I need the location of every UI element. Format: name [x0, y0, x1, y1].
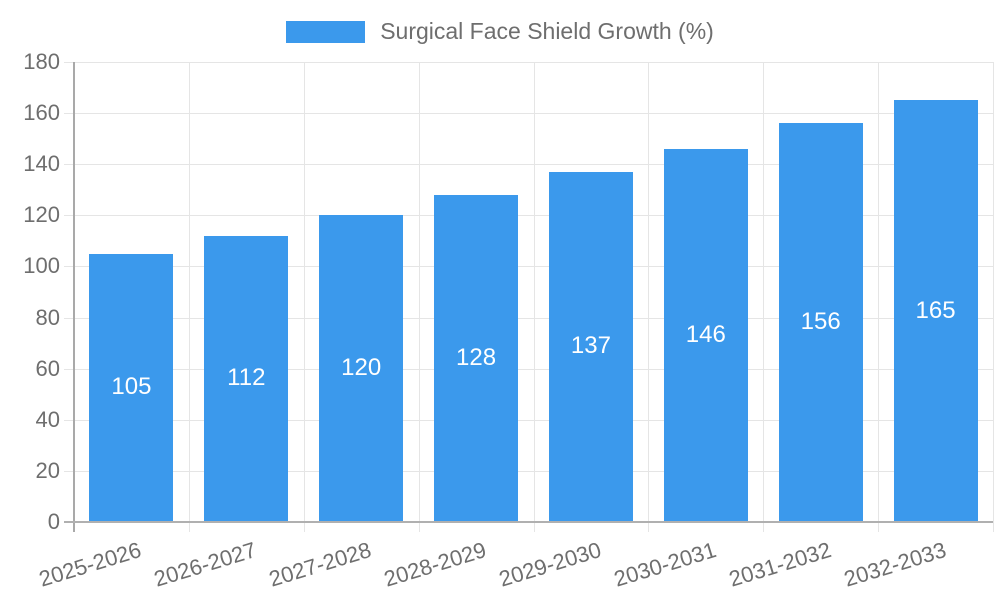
y-tick-label: 80: [35, 304, 60, 330]
y-gridline: [64, 266, 993, 268]
y-tick-label: 180: [23, 49, 60, 74]
x-gridline: [533, 62, 535, 532]
y-gridline: [64, 164, 993, 166]
x-gridline: [188, 62, 190, 532]
x-gridline: [763, 62, 765, 532]
y-gridline: [64, 419, 993, 421]
y-tick-label: 160: [23, 100, 60, 126]
y-tick-label: 60: [35, 355, 60, 381]
y-axis-line: [73, 62, 75, 532]
y-gridline: [64, 470, 993, 472]
bar[interactable]: 146: [663, 148, 748, 521]
y-gridline: [64, 317, 993, 319]
legend-label: Surgical Face Shield Growth (%): [380, 18, 714, 44]
bar-value-label: 128: [456, 343, 497, 371]
y-tick-label: 140: [23, 151, 60, 177]
bar-value-label: 156: [800, 308, 841, 336]
bar[interactable]: 137: [548, 171, 633, 521]
x-gridline: [418, 62, 420, 532]
bar[interactable]: 165: [893, 100, 978, 521]
x-axis-line: [64, 521, 993, 523]
bar-value-label: 146: [685, 320, 726, 348]
bar[interactable]: 120: [319, 215, 404, 521]
y-gridline: [64, 62, 993, 63]
x-gridline: [303, 62, 305, 532]
y-gridline: [64, 215, 993, 217]
y-gridline: [64, 368, 993, 370]
legend[interactable]: Surgical Face Shield Growth (%): [0, 18, 1000, 45]
bar-value-label: 137: [570, 332, 611, 360]
y-gridline: [64, 113, 993, 115]
x-gridline: [993, 62, 994, 532]
bar[interactable]: 128: [434, 194, 519, 521]
x-gridline: [878, 62, 880, 532]
bar[interactable]: 112: [204, 235, 289, 521]
bar[interactable]: 105: [89, 253, 174, 521]
y-tick-label: 20: [35, 457, 60, 483]
bar-value-label: 105: [111, 373, 152, 401]
legend-swatch-icon: [286, 20, 366, 43]
bar-value-label: 165: [915, 296, 956, 324]
y-tick-label: 0: [47, 509, 60, 534]
x-gridline: [648, 62, 650, 532]
y-tick-label: 120: [23, 202, 60, 228]
bar-value-label: 112: [227, 364, 266, 392]
bar[interactable]: 156: [778, 123, 863, 521]
bar-value-label: 120: [341, 354, 382, 382]
y-tick-label: 40: [35, 406, 60, 432]
y-tick-label: 100: [23, 253, 60, 279]
